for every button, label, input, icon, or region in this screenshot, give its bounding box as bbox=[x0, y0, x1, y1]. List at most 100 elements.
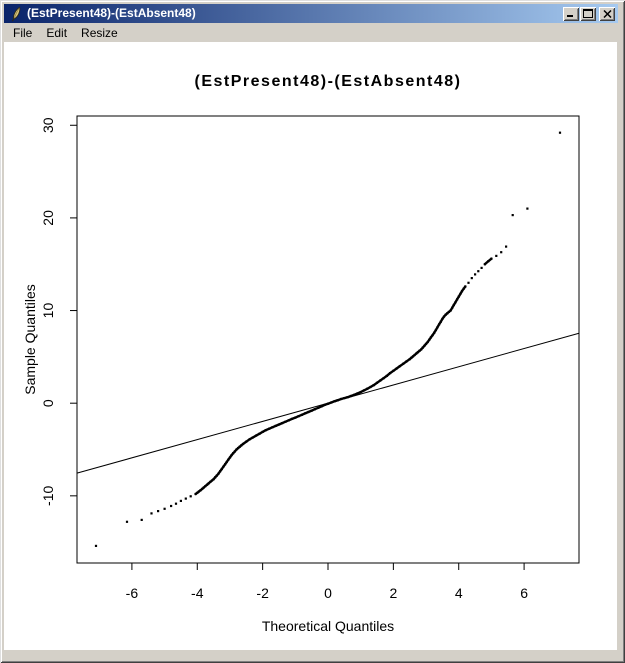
qq-point bbox=[215, 474, 218, 477]
qq-point bbox=[369, 385, 372, 389]
qq-point bbox=[451, 306, 454, 309]
x-tick-label: 6 bbox=[520, 585, 528, 601]
qq-point bbox=[290, 417, 294, 420]
qq-point bbox=[163, 507, 166, 510]
x-tick-label: -2 bbox=[256, 585, 269, 601]
qq-point bbox=[197, 490, 200, 493]
qq-point bbox=[456, 298, 459, 301]
qq-point bbox=[277, 423, 281, 426]
qq-point bbox=[330, 401, 333, 404]
qq-point bbox=[157, 510, 160, 513]
qq-point bbox=[232, 452, 235, 455]
qq-point bbox=[452, 303, 455, 307]
qq-point bbox=[359, 391, 362, 394]
qq-point bbox=[429, 336, 432, 339]
qq-point bbox=[474, 273, 477, 276]
x-tick-label: -4 bbox=[191, 585, 204, 601]
qq-point bbox=[372, 384, 375, 387]
qq-point bbox=[294, 416, 297, 419]
qq-point bbox=[304, 412, 307, 415]
menu-edit[interactable]: Edit bbox=[46, 25, 68, 40]
qq-point bbox=[411, 355, 415, 358]
qq-point bbox=[225, 460, 228, 464]
qq-point bbox=[402, 362, 405, 365]
menu-file[interactable]: File bbox=[13, 25, 33, 40]
qq-point bbox=[214, 476, 217, 479]
maximize-button[interactable] bbox=[580, 6, 596, 21]
qq-point-band bbox=[194, 257, 493, 496]
qq-point bbox=[241, 442, 245, 446]
qq-point bbox=[558, 131, 562, 134]
qq-point bbox=[462, 287, 465, 290]
qq-point bbox=[258, 432, 261, 435]
close-icon bbox=[602, 9, 612, 18]
minimize-button[interactable] bbox=[563, 6, 579, 21]
plot-box bbox=[76, 115, 580, 564]
qq-point bbox=[212, 478, 215, 481]
menu-resize[interactable]: Resize bbox=[81, 25, 118, 40]
qq-point bbox=[224, 463, 227, 466]
qq-point bbox=[189, 495, 192, 498]
qq-point bbox=[480, 266, 483, 269]
qq-point bbox=[495, 254, 498, 257]
maximize-icon bbox=[583, 9, 593, 18]
qq-point bbox=[477, 270, 480, 273]
qq-point bbox=[413, 353, 416, 357]
x-tick-label: 4 bbox=[455, 585, 463, 601]
qq-point bbox=[287, 419, 290, 422]
title-bar[interactable]: (EstPresent48)-(EstAbsent48) bbox=[4, 4, 618, 23]
qq-point bbox=[375, 381, 379, 384]
qq-point bbox=[227, 458, 230, 461]
window-title: (EstPresent48)-(EstAbsent48) bbox=[27, 5, 196, 20]
qq-point bbox=[230, 454, 233, 457]
qq-point bbox=[199, 489, 202, 492]
qq-point bbox=[174, 502, 178, 505]
menu-bar: File Edit Resize bbox=[4, 24, 618, 41]
qq-point bbox=[274, 424, 277, 427]
qq-point bbox=[418, 349, 421, 352]
qq-point bbox=[454, 301, 457, 304]
qq-point bbox=[233, 450, 236, 453]
qq-point bbox=[416, 351, 419, 354]
qq-point bbox=[415, 352, 418, 355]
qq-point bbox=[204, 485, 207, 488]
qq-point bbox=[194, 492, 197, 496]
plot-title: (EstPresent48)-(EstAbsent48) bbox=[195, 73, 462, 90]
qq-point bbox=[313, 408, 316, 411]
qq-point bbox=[459, 292, 462, 295]
qq-point bbox=[206, 483, 209, 486]
qq-point bbox=[333, 400, 336, 403]
qq-point bbox=[320, 405, 323, 408]
qq-point bbox=[490, 257, 493, 260]
qq-point bbox=[505, 245, 508, 248]
qq-point bbox=[442, 315, 446, 318]
qq-point bbox=[326, 402, 330, 405]
qq-point bbox=[220, 467, 223, 471]
qq-point bbox=[179, 499, 182, 502]
close-button[interactable] bbox=[599, 6, 615, 21]
qq-point bbox=[460, 290, 464, 293]
qq-point bbox=[196, 491, 199, 494]
qq-point bbox=[255, 434, 258, 437]
qq-point bbox=[444, 313, 447, 316]
qq-point bbox=[284, 420, 287, 423]
qq-point bbox=[398, 365, 401, 368]
qq-point bbox=[424, 342, 428, 345]
qq-plot: -6 -4 -2 0 2 4 6 -10 0 10 20 30 (EstPresent48)-(EstA… bbox=[22, 73, 580, 634]
qq-point bbox=[500, 251, 503, 254]
qq-point bbox=[379, 379, 382, 382]
qq-point bbox=[420, 348, 423, 351]
qq-point bbox=[219, 470, 222, 473]
qq-point bbox=[526, 207, 529, 210]
qq-point bbox=[457, 295, 460, 298]
qq-point bbox=[431, 334, 434, 337]
qq-point bbox=[251, 436, 254, 439]
qq-point bbox=[441, 317, 444, 320]
minimize-icon bbox=[567, 15, 573, 17]
qq-point bbox=[281, 422, 284, 425]
qq-point bbox=[125, 520, 129, 523]
qq-point bbox=[438, 323, 441, 326]
qq-point bbox=[470, 277, 473, 280]
qq-point bbox=[423, 344, 426, 347]
qq-point bbox=[366, 387, 369, 390]
